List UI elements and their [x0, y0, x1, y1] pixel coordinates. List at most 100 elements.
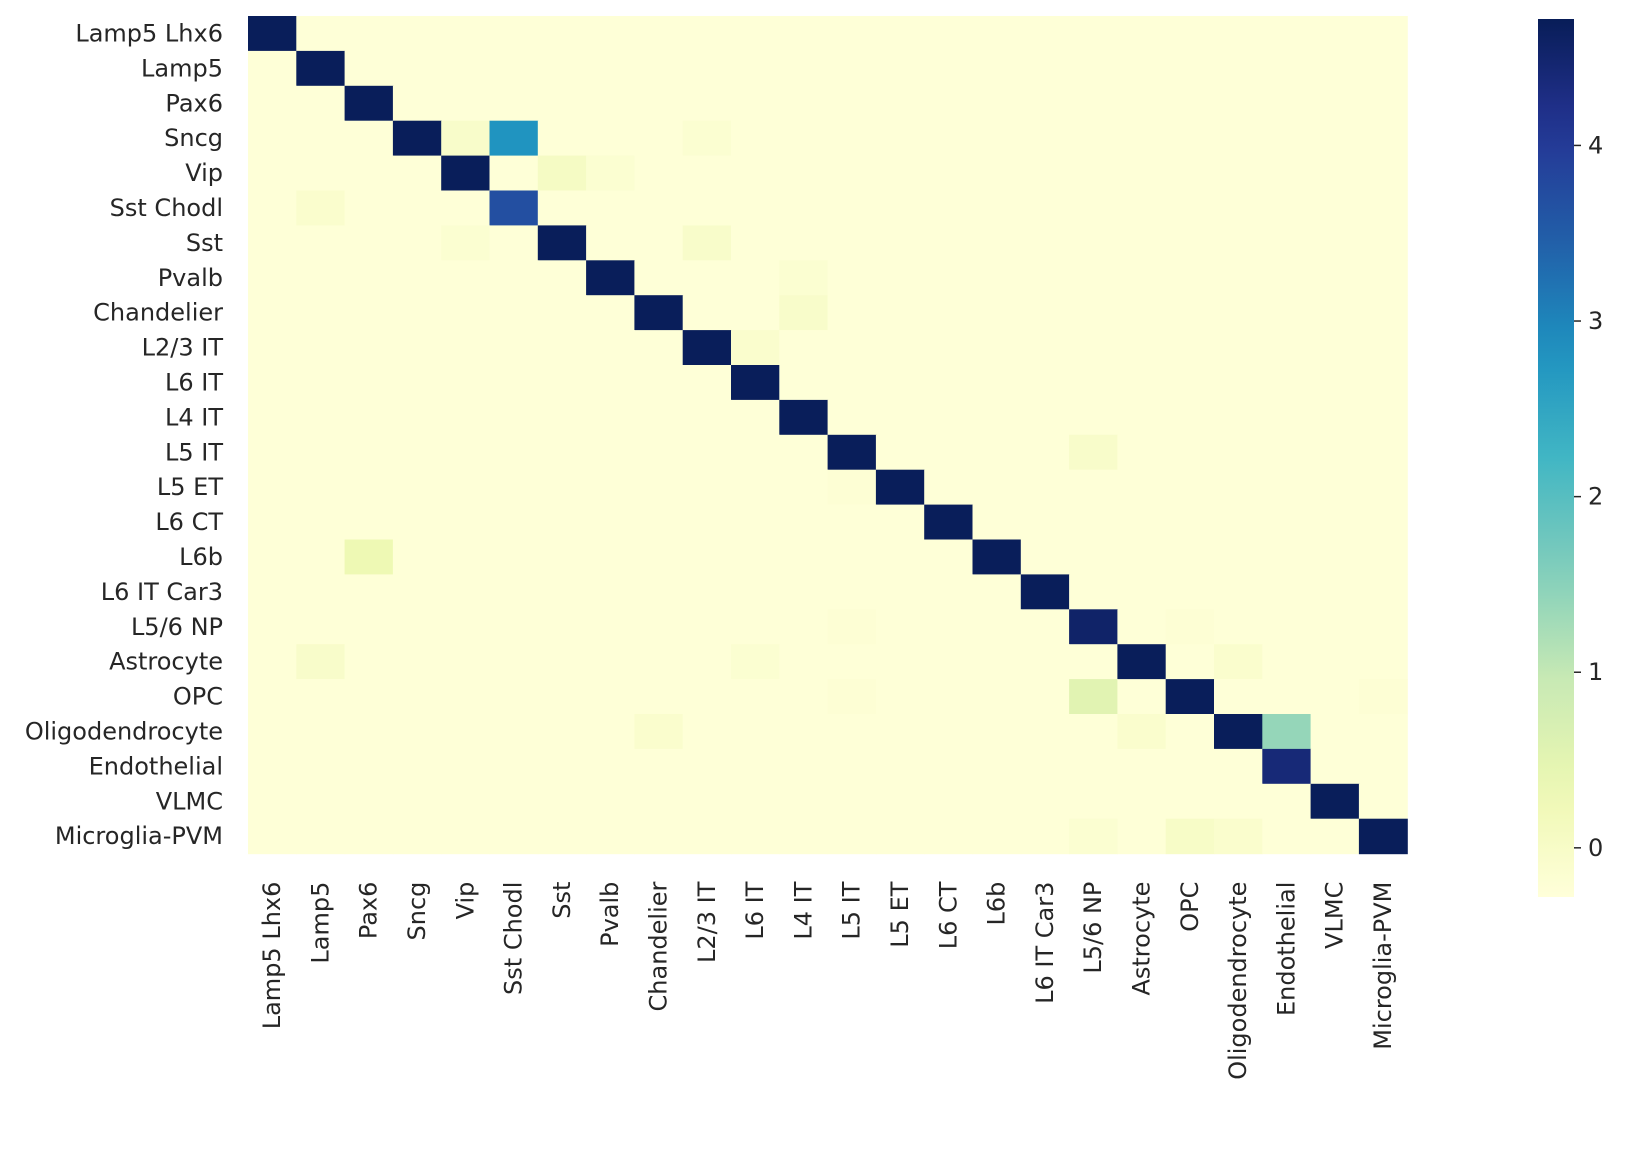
heatmap-cell — [1262, 330, 1312, 366]
heatmap-cell — [731, 679, 780, 715]
heatmap-cell — [924, 295, 974, 331]
heatmap-cell — [827, 644, 877, 680]
heatmap-cell — [1069, 16, 1118, 52]
heatmap-cell — [1117, 818, 1167, 855]
y-tick-label: Lamp5 Lhx6 — [75, 19, 223, 47]
heatmap-cell — [489, 260, 539, 296]
heatmap-cell — [779, 50, 829, 87]
heatmap-cell — [827, 679, 877, 715]
heatmap-cell — [731, 748, 780, 785]
heatmap-cell — [972, 16, 1022, 52]
heatmap-cell — [1262, 679, 1312, 715]
heatmap-cell — [827, 120, 877, 157]
heatmap-cell — [1165, 574, 1215, 610]
heatmap-cell — [537, 469, 587, 506]
heatmap-cell — [1117, 399, 1167, 436]
heatmap-cell — [1165, 365, 1215, 401]
heatmap-cell — [586, 644, 635, 680]
heatmap-cell — [296, 469, 346, 506]
heatmap-cell — [537, 818, 587, 855]
heatmap-cell — [875, 190, 925, 226]
heatmap-cell — [586, 260, 635, 296]
heatmap-cell — [344, 155, 394, 192]
x-tick-label: Sncg — [403, 882, 431, 941]
heatmap-cell — [1020, 365, 1070, 401]
heatmap-cell — [731, 574, 780, 610]
heatmap-cell — [248, 155, 297, 192]
heatmap-cell — [875, 225, 925, 261]
heatmap-cell — [441, 748, 491, 785]
heatmap-cell — [1069, 783, 1118, 820]
heatmap-cell — [1020, 574, 1070, 610]
heatmap-cell — [1069, 120, 1118, 157]
heatmap-cell — [924, 260, 974, 296]
heatmap-cell — [296, 120, 346, 157]
heatmap-cell — [634, 609, 684, 645]
heatmap-cell — [489, 748, 539, 785]
heatmap-cell — [1358, 644, 1408, 680]
heatmap-cell — [441, 504, 491, 541]
heatmap-cell — [1262, 399, 1312, 436]
heatmap-cell — [248, 50, 297, 87]
heatmap-cell — [537, 85, 587, 122]
heatmap-cell — [248, 714, 297, 750]
heatmap-cell — [682, 190, 732, 226]
heatmap-cell — [634, 330, 684, 366]
heatmap-cell — [344, 365, 394, 401]
heatmap-cell — [972, 225, 1022, 261]
heatmap-cell — [586, 190, 635, 226]
heatmap-cell — [441, 574, 491, 610]
heatmap-cell — [1214, 190, 1263, 226]
heatmap-cell — [296, 365, 346, 401]
heatmap-cell — [248, 399, 297, 436]
heatmap-cell — [1214, 330, 1263, 366]
heatmap-cell — [537, 539, 587, 575]
heatmap-cell — [1358, 295, 1408, 331]
heatmap-cell — [634, 818, 684, 855]
heatmap-cell — [248, 609, 297, 645]
heatmap-cell — [1020, 504, 1070, 541]
x-tick-label: OPC — [1176, 882, 1204, 932]
heatmap-cell — [537, 295, 587, 331]
heatmap-cell — [875, 50, 925, 87]
heatmap-cell — [392, 609, 442, 645]
colorbar-tick-label: 0 — [1588, 834, 1603, 862]
heatmap-cell — [1020, 469, 1070, 506]
heatmap-cell — [1020, 609, 1070, 645]
heatmap-cell — [537, 155, 587, 192]
heatmap-cell — [344, 225, 394, 261]
heatmap-cell — [1020, 120, 1070, 157]
heatmap-cell — [924, 609, 974, 645]
colorbar-tick-label: 2 — [1588, 483, 1603, 511]
heatmap-cell — [1069, 679, 1118, 715]
x-tick-label: Astrocyte — [1128, 882, 1156, 996]
heatmap-cell — [392, 574, 442, 610]
heatmap-cell — [924, 50, 974, 87]
heatmap-cell — [1117, 609, 1167, 645]
heatmap-cell — [537, 679, 587, 715]
heatmap-cell — [972, 574, 1022, 610]
heatmap-cell — [731, 609, 780, 645]
heatmap-cell — [1165, 295, 1215, 331]
heatmap-cell — [392, 225, 442, 261]
heatmap-cell — [634, 50, 684, 87]
heatmap-cell — [779, 85, 829, 122]
heatmap-cell — [1310, 714, 1360, 750]
heatmap-cell — [392, 50, 442, 87]
heatmap-cell — [1069, 225, 1118, 261]
heatmap-cell — [441, 120, 491, 157]
heatmap-cell — [1262, 260, 1312, 296]
heatmap-cell — [344, 120, 394, 157]
heatmap-cell — [1358, 679, 1408, 715]
heatmap-cell — [1262, 120, 1312, 157]
heatmap-cell — [344, 539, 394, 575]
heatmap-cell — [1214, 679, 1263, 715]
heatmap-cell — [875, 330, 925, 366]
heatmap-cell — [1117, 783, 1167, 820]
y-tick-label: OPC — [173, 683, 223, 711]
heatmap-cell — [1165, 330, 1215, 366]
heatmap-cell — [1310, 365, 1360, 401]
heatmap-cell — [1214, 714, 1263, 750]
heatmap-cell — [634, 365, 684, 401]
